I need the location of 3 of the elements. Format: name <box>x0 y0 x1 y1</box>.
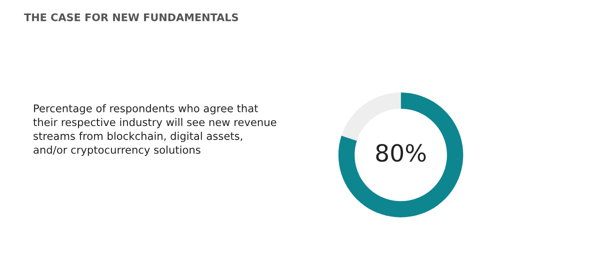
data-label: 80% <box>376 144 426 162</box>
text: THE CASE FOR NEW FUNDAMENTALS <box>24 13 238 22</box>
text: Percentage of respondents who agree that their respective industry will see new revenue streams from blockchain, digital assets, and/or cryptocurrency solutions <box>33 104 276 156</box>
